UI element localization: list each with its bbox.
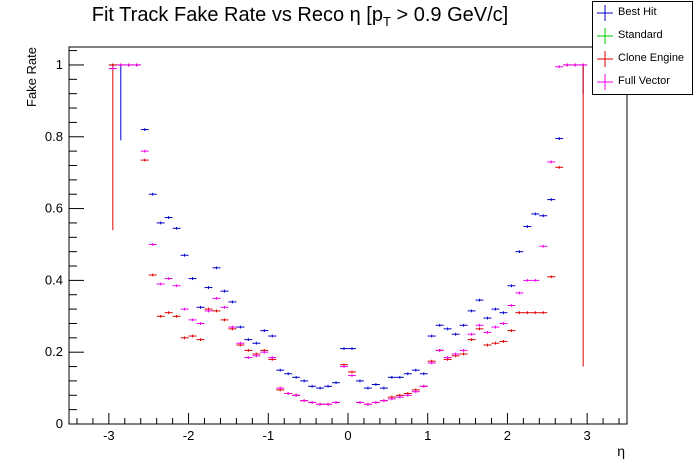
x-tick-label: 0 [344, 428, 351, 443]
legend: Best Hit Standard Clone Engine Full Vect… [592, 1, 693, 95]
y-tick-label: 0.4 [45, 272, 63, 287]
legend-marker-full-vector [597, 74, 613, 90]
legend-entry-best-hit: Best Hit [593, 2, 692, 25]
x-tick-label: 3 [584, 428, 591, 443]
legend-label-full-vector: Full Vector [618, 75, 670, 87]
x-tick-label: -3 [103, 428, 115, 443]
x-tick-label: 1 [424, 428, 431, 443]
legend-entry-standard: Standard [593, 25, 692, 48]
legend-marker-standard [597, 28, 613, 44]
legend-label-clone-engine: Clone Engine [618, 52, 685, 64]
legend-marker-best-hit [597, 5, 613, 21]
y-tick-label: 0.8 [45, 129, 63, 144]
legend-entry-clone-engine: Clone Engine [593, 48, 692, 71]
title-tail: > 0.9 GeV/c] [390, 4, 509, 26]
title-subscript: T [382, 14, 391, 29]
y-tick-label: 1 [56, 57, 63, 72]
title-main: Fit Track Fake Rate vs Reco η [p [91, 4, 383, 26]
x-axis-label: η [617, 443, 625, 459]
legend-label-standard: Standard [618, 29, 663, 41]
legend-entry-full-vector: Full Vector [593, 71, 692, 94]
x-tick-label: -1 [263, 428, 275, 443]
x-tick-label: -2 [183, 428, 195, 443]
y-tick-label: 0 [56, 416, 63, 431]
plot-frame [68, 46, 628, 425]
chart-title: Fit Track Fake Rate vs Reco η [pT > 0.9 … [0, 4, 600, 29]
legend-label-best-hit: Best Hit [618, 6, 657, 18]
legend-marker-clone-engine [597, 51, 613, 67]
y-axis-label: Fake Rate [24, 47, 39, 107]
y-tick-label: 0.2 [45, 344, 63, 359]
y-tick-label: 0.6 [45, 201, 63, 216]
x-tick-label: 2 [504, 428, 511, 443]
